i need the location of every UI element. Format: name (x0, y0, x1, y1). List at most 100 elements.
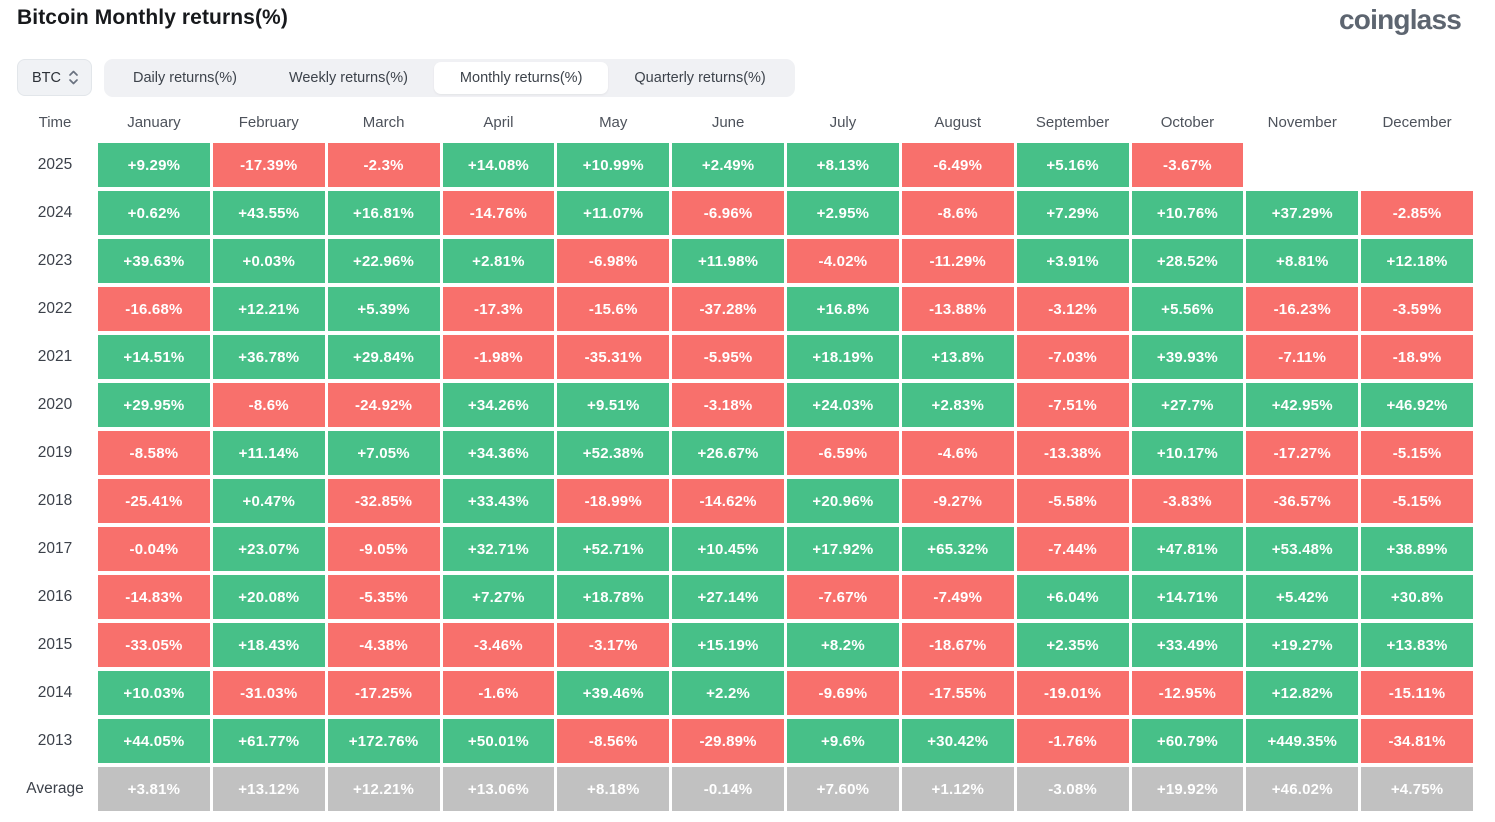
return-cell: +11.14% (212, 431, 325, 475)
return-cell: -12.95% (1131, 671, 1244, 715)
return-cell: +23.07% (212, 527, 325, 571)
return-cell: +22.96% (327, 239, 440, 283)
return-cell: +5.16% (1016, 143, 1129, 187)
return-cell: +14.51% (98, 335, 210, 379)
return-cell: +8.2% (787, 623, 899, 667)
return-cell: +36.78% (212, 335, 325, 379)
returns-table-wrap: Time January February March April May June July… (0, 98, 1495, 811)
tab-daily-returns[interactable]: Daily returns(%) (133, 69, 237, 86)
return-cell: -6.49% (901, 143, 1014, 187)
return-cell: +9.6% (787, 719, 899, 763)
return-cell: +449.35% (1246, 719, 1359, 763)
return-cell: +5.56% (1131, 287, 1244, 331)
return-cell: +0.62% (98, 191, 210, 235)
return-cell: +1.12% (901, 767, 1014, 811)
return-cell: +8.18% (557, 767, 670, 811)
tab-quarterly-returns[interactable]: Quarterly returns(%) (634, 69, 766, 86)
year-row-label: 2025 (37, 156, 73, 173)
return-cell: +37.29% (1246, 191, 1359, 235)
return-cell: -13.38% (1016, 431, 1129, 475)
year-row-label: 2015 (37, 636, 73, 653)
symbol-selector-value: BTC (32, 69, 61, 86)
return-cell: +12.82% (1246, 671, 1359, 715)
return-cell: +2.95% (787, 191, 899, 235)
return-cell: -4.38% (327, 623, 440, 667)
return-cell: -9.69% (787, 671, 899, 715)
return-cell: +26.67% (672, 431, 784, 475)
return-cell: +8.13% (787, 143, 899, 187)
return-cell: -5.58% (1016, 479, 1129, 523)
return-cell: -6.59% (787, 431, 899, 475)
return-cell: +65.32% (901, 527, 1014, 571)
return-cell: -25.41% (98, 479, 210, 523)
return-cell: -31.03% (212, 671, 325, 715)
return-cell: +52.38% (557, 431, 670, 475)
return-cell: -1.98% (442, 335, 555, 379)
return-cell: -37.28% (672, 287, 784, 331)
tab-weekly-returns[interactable]: Weekly returns(%) (288, 69, 408, 86)
month-column-header: September (1035, 114, 1110, 131)
return-cell: +12.18% (1361, 239, 1473, 283)
return-cell: +27.7% (1131, 383, 1244, 427)
return-cell: -17.55% (901, 671, 1014, 715)
tab-monthly-returns[interactable]: Monthly returns(%) (433, 61, 609, 94)
return-cell: +60.79% (1131, 719, 1244, 763)
return-cell: +34.26% (442, 383, 555, 427)
return-cell: -3.46% (442, 623, 555, 667)
year-row-label: 2019 (37, 444, 73, 461)
return-cell: +39.93% (1131, 335, 1244, 379)
year-row-label: 2017 (37, 540, 73, 557)
return-cell: +44.05% (98, 719, 210, 763)
return-cell: -9.05% (327, 527, 440, 571)
return-cell: +15.19% (672, 623, 784, 667)
year-row-label: 2014 (37, 684, 73, 701)
return-cell: +11.98% (672, 239, 784, 283)
return-cell: -3.12% (1016, 287, 1129, 331)
return-cell: +0.47% (212, 479, 325, 523)
return-cell: -29.89% (672, 719, 784, 763)
return-cell: +28.52% (1131, 239, 1244, 283)
return-cell: +0.03% (212, 239, 325, 283)
return-cell: +16.81% (327, 191, 440, 235)
return-cell: -7.49% (901, 575, 1014, 619)
return-cell: -5.95% (672, 335, 784, 379)
return-cell: +29.84% (327, 335, 440, 379)
return-cell: +6.04% (1016, 575, 1129, 619)
return-cell: +13.83% (1361, 623, 1473, 667)
return-cell: +14.08% (442, 143, 555, 187)
return-cell (1246, 143, 1358, 187)
return-cell: +7.27% (442, 575, 555, 619)
return-cell: +34.36% (442, 431, 555, 475)
month-column-header: November (1267, 114, 1337, 131)
return-cell: +10.99% (557, 143, 670, 187)
return-cell: +2.83% (901, 383, 1014, 427)
return-cell: -6.98% (557, 239, 670, 283)
return-cell: +172.76% (327, 719, 440, 763)
return-cell: +2.81% (442, 239, 555, 283)
return-cell: +18.19% (787, 335, 899, 379)
return-cell: +9.29% (98, 143, 210, 187)
return-cell: -19.01% (1016, 671, 1129, 715)
return-cell: +8.81% (1246, 239, 1359, 283)
return-cell: -17.3% (442, 287, 555, 331)
return-cell: +24.03% (787, 383, 899, 427)
return-cell: +30.42% (901, 719, 1014, 763)
return-cell: +42.95% (1246, 383, 1359, 427)
return-cell: -7.44% (1016, 527, 1129, 571)
return-cell: +10.45% (672, 527, 784, 571)
return-cell: -3.83% (1131, 479, 1244, 523)
return-cell: +53.48% (1246, 527, 1359, 571)
returns-grid: Time January February March April May June July… (15, 106, 1473, 811)
top-bar: Bitcoin Monthly returns(%) coinglass (0, 0, 1495, 50)
return-cell: -6.96% (672, 191, 784, 235)
return-cell: -3.18% (672, 383, 784, 427)
return-cell: -14.62% (672, 479, 784, 523)
return-cell: +18.43% (212, 623, 325, 667)
symbol-selector[interactable]: BTC (17, 59, 92, 96)
return-cell: +19.27% (1246, 623, 1359, 667)
month-column-header: January (127, 114, 181, 131)
return-cell: -36.57% (1246, 479, 1359, 523)
return-cell: -8.56% (557, 719, 670, 763)
return-cell: -0.04% (98, 527, 210, 571)
return-cell: +9.51% (557, 383, 670, 427)
